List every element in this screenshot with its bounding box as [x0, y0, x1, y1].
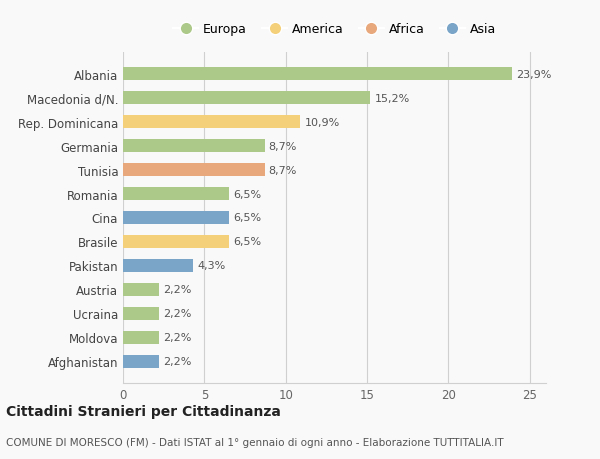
Text: 8,7%: 8,7% [269, 165, 297, 175]
Text: 8,7%: 8,7% [269, 141, 297, 151]
Bar [123, 259, 193, 273]
Bar [123, 355, 159, 368]
Text: 2,2%: 2,2% [163, 309, 191, 319]
Text: 23,9%: 23,9% [516, 69, 551, 79]
Bar [123, 116, 301, 129]
Bar [123, 212, 229, 224]
Bar [123, 140, 265, 153]
Text: 2,2%: 2,2% [163, 285, 191, 295]
Bar [123, 331, 159, 344]
Bar [123, 68, 512, 81]
Text: 15,2%: 15,2% [374, 93, 410, 103]
Text: 2,2%: 2,2% [163, 357, 191, 367]
Bar [123, 92, 370, 105]
Legend: Europa, America, Africa, Asia: Europa, America, Africa, Asia [169, 19, 500, 40]
Text: COMUNE DI MORESCO (FM) - Dati ISTAT al 1° gennaio di ogni anno - Elaborazione TU: COMUNE DI MORESCO (FM) - Dati ISTAT al 1… [6, 437, 503, 447]
Bar [123, 235, 229, 248]
Bar [123, 307, 159, 320]
Text: 6,5%: 6,5% [233, 213, 261, 223]
Text: 2,2%: 2,2% [163, 333, 191, 343]
Text: 10,9%: 10,9% [304, 118, 340, 127]
Bar [123, 188, 229, 201]
Text: 4,3%: 4,3% [197, 261, 225, 271]
Text: 6,5%: 6,5% [233, 237, 261, 247]
Text: Cittadini Stranieri per Cittadinanza: Cittadini Stranieri per Cittadinanza [6, 404, 281, 419]
Text: 6,5%: 6,5% [233, 189, 261, 199]
Bar [123, 163, 265, 177]
Bar [123, 283, 159, 297]
